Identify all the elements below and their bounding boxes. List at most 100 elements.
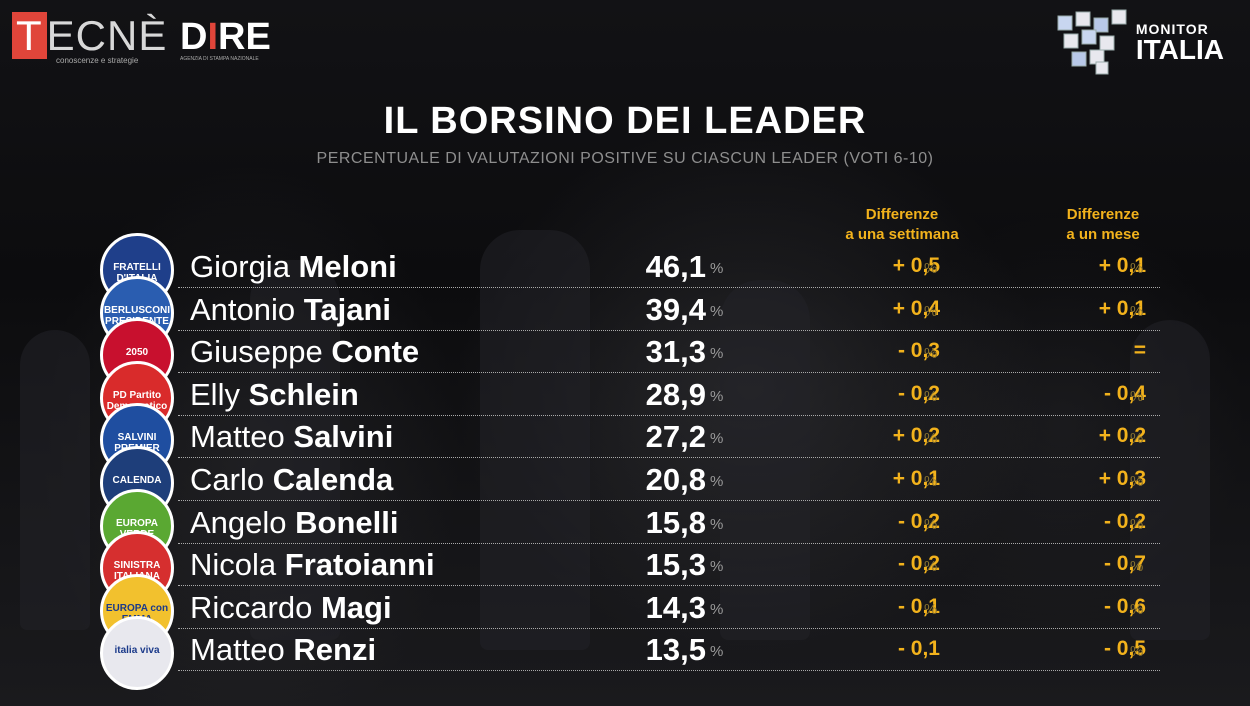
month-change-pct: %: [1130, 558, 1144, 576]
month-change-pct: %: [1130, 430, 1144, 448]
chart-subtitle: PERCENTUALE DI VALUTAZIONI POSITIVE SU C…: [316, 150, 934, 167]
month-change: =: [1133, 339, 1146, 363]
month-change: + 0,1: [1098, 254, 1146, 277]
month-change: + 0,1: [1098, 296, 1146, 320]
approval-pct: %: [710, 302, 724, 320]
row-separator: [178, 329, 1160, 331]
month-change-pct: %: [1130, 387, 1144, 405]
week-change-pct: %: [924, 387, 938, 405]
table-row: CALENDA Carlo Calenda 20,8% + 0,1% + 0,3%: [100, 446, 1160, 520]
leader-name: Elly Schlein: [190, 377, 359, 413]
approval-pct: %: [710, 260, 724, 277]
crowd-silhouette: [480, 230, 590, 650]
approval-value: 20,8: [645, 462, 706, 497]
party-logo: italia viva: [100, 616, 174, 691]
leader-last-name: Magi: [320, 589, 392, 625]
leader-last-name: Schlein: [248, 376, 359, 412]
week-change: - 0,1: [897, 637, 940, 661]
approval-value: 39,4: [645, 291, 706, 327]
month-change: - 0,2: [1103, 509, 1146, 533]
leader-last-name: Bonelli: [295, 504, 399, 540]
week-change: - 0,2: [897, 552, 940, 576]
leader-name: Riccardo Magi: [190, 590, 392, 626]
week-change: - 0,1: [897, 594, 940, 618]
leader-last-name: Calenda: [272, 462, 394, 497]
week-change: + 0,4: [892, 296, 940, 320]
crowd-silhouette: [250, 260, 340, 640]
tecne-tagline: conoscenze e strategie: [56, 56, 139, 65]
leader-first-name: Nicola: [190, 547, 285, 583]
leader-first-name: Antonio: [190, 291, 304, 327]
leader-first-name: Matteo: [190, 632, 294, 668]
approval-value: 46,1: [645, 249, 706, 284]
tecne-logo-rest: ECNÈ: [46, 12, 168, 59]
row-separator: [178, 670, 1160, 672]
crowd-silhouette: [1130, 320, 1210, 640]
row-separator: [178, 287, 1160, 288]
approval-pct: %: [710, 430, 724, 448]
column-header-month: Differenze a un mese: [1066, 206, 1140, 243]
approval-value: 27,2: [645, 419, 706, 455]
approval-pct: %: [710, 387, 724, 405]
leader-last-name: Conte: [331, 334, 420, 370]
week-change: + 0,2: [892, 424, 940, 448]
leader-last-name: Meloni: [298, 249, 397, 284]
month-change: - 0,5: [1103, 637, 1146, 661]
leader-first-name: Angelo: [190, 504, 296, 540]
leader-last-name: Fratoianni: [284, 547, 435, 583]
approval-value: 15,3: [645, 547, 706, 583]
approval-pct: %: [710, 558, 724, 576]
party-logo-text: 2050: [125, 347, 149, 359]
week-change-pct: %: [924, 515, 938, 533]
month-change: + 0,2: [1098, 424, 1146, 448]
month-change: - 0,4: [1103, 381, 1146, 405]
week-change: - 0,2: [897, 381, 940, 405]
approval-pct: %: [710, 515, 724, 533]
week-change-pct: %: [924, 473, 938, 490]
leader-name: Angelo Bonelli: [190, 505, 398, 541]
cubes-icon: [1057, 9, 1127, 75]
week-change-pct: %: [924, 302, 938, 320]
tecne-logo-initial: T: [12, 12, 47, 59]
week-change-pct: %: [924, 345, 938, 363]
row-separator: [178, 585, 1160, 587]
week-change-pct: %: [924, 558, 938, 576]
monitor-label: MONITOR: [1135, 21, 1209, 37]
month-change-pct: %: [1130, 302, 1144, 320]
leader-name: Nicola Fratoianni: [190, 547, 435, 583]
column-header-week: Differenze a una settimana: [845, 206, 959, 243]
month-change: - 0,7: [1103, 552, 1146, 576]
party-logo-text: italia viva: [114, 645, 160, 657]
dire-logo: DIRE AGENZIA DI STAMPA NAZIONALE: [180, 16, 271, 62]
approval-value: 13,5: [645, 632, 706, 668]
week-change: - 0,3: [897, 339, 940, 363]
leader-name: Matteo Salvini: [190, 419, 393, 455]
month-change: + 0,3: [1098, 467, 1146, 490]
approval-pct: %: [710, 600, 724, 618]
approval-value: 14,3: [645, 589, 706, 625]
italia-label: ITALIA: [1135, 34, 1224, 65]
row-separator: [178, 542, 1160, 544]
approval-value: 31,3: [645, 334, 706, 370]
approval-pct: %: [710, 345, 724, 363]
table-row: SINISTRA ITALIANANicola Fratoianni15,3%-…: [100, 531, 1160, 606]
week-change: + 0,1: [892, 467, 940, 490]
week-change-pct: %: [924, 600, 938, 618]
month-change-pct: %: [1130, 600, 1144, 618]
table-row: PD Partito DemocraticoElly Schlein28,9%-…: [100, 360, 1160, 435]
leader-last-name: Tajani: [303, 291, 392, 327]
leader-first-name: Giorgia: [190, 249, 299, 284]
chart-title: IL BORSINO DEI LEADER: [383, 100, 867, 142]
leader-last-name: Renzi: [293, 632, 377, 668]
approval-value: 28,9: [645, 376, 706, 412]
leader-first-name: Riccardo: [190, 589, 321, 625]
row-separator: [178, 372, 1160, 374]
tecne-logo: TECNÈ conoscenze e strategie: [12, 12, 167, 65]
month-change-pct: %: [1130, 643, 1144, 661]
leader-first-name: Giuseppe: [190, 334, 332, 370]
week-change: + 0,5: [892, 254, 940, 277]
leader-name: Carlo Calenda: [190, 462, 393, 498]
